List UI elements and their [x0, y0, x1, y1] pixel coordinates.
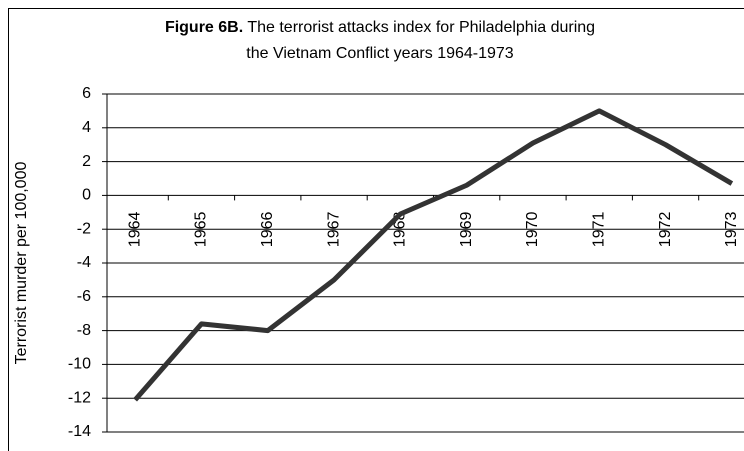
- title-line: The terrorist attacks index for Philadel…: [247, 19, 595, 36]
- y-tick-label: -2: [77, 220, 91, 237]
- data-line: [133, 108, 734, 402]
- y-tick-label: -10: [68, 356, 91, 373]
- y-tick-label: 6: [82, 85, 91, 102]
- x-tick-label: 1967: [325, 212, 342, 248]
- chart-title: Figure 6B. The terrorist attacks index f…: [165, 19, 595, 36]
- y-axis-label: Terrorist murder per 100,000: [13, 162, 30, 365]
- y-tick-label: 0: [82, 187, 91, 204]
- x-tick-label: 1969: [458, 212, 475, 248]
- y-tick-label: 4: [82, 119, 91, 136]
- x-tick-label: 1965: [193, 212, 210, 248]
- title-line: the Vietnam Conflict years 1964-1973: [246, 45, 514, 62]
- y-tick-label: 2: [82, 153, 91, 170]
- y-tick-label: -8: [77, 322, 91, 339]
- chart-frame: [8, 8, 744, 451]
- y-tick-label: -4: [77, 254, 91, 271]
- x-tick-label: 1972: [657, 212, 674, 248]
- x-tick-label: 1973: [723, 212, 740, 248]
- x-tick-label: 1964: [126, 212, 143, 248]
- x-tick-label: 1970: [524, 212, 541, 248]
- x-tick-label: 1971: [590, 212, 607, 248]
- y-tick-label: -12: [68, 389, 91, 406]
- y-tick-label: -6: [77, 288, 91, 305]
- x-tick-label: 1966: [259, 212, 276, 248]
- y-tick-label: -14: [68, 423, 91, 440]
- figure-label: Figure 6B.: [165, 19, 243, 36]
